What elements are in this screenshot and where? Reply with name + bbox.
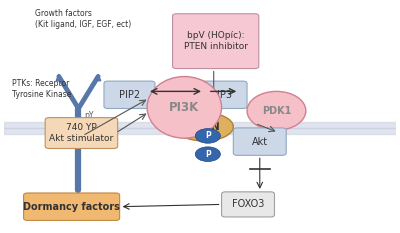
Bar [4,122,396,128]
Text: bpV (HOpíc):
PTEN inhibitor: bpV (HOpíc): PTEN inhibitor [184,31,248,51]
Text: PDK1: PDK1 [262,106,291,116]
Text: pY
pY: pY pY [84,111,94,131]
Text: Dormancy factors: Dormancy factors [23,202,120,212]
Text: PTEN: PTEN [188,122,219,132]
Text: Growth factors
(Kit ligand, IGF, EGF, ect): Growth factors (Kit ligand, IGF, EGF, ec… [35,9,132,29]
Circle shape [195,129,220,143]
Text: 740 YP
Akt stimulator: 740 YP Akt stimulator [49,123,114,143]
FancyBboxPatch shape [45,118,118,148]
FancyBboxPatch shape [222,192,274,217]
Text: PI3K: PI3K [169,101,200,114]
Ellipse shape [174,113,233,141]
Text: PTKs: Receptor
Tyrosine Kinase: PTKs: Receptor Tyrosine Kinase [12,79,71,99]
Text: Akt: Akt [252,137,268,147]
Ellipse shape [147,76,222,138]
Text: PIP2: PIP2 [119,90,140,100]
Text: P: P [205,150,211,159]
FancyBboxPatch shape [104,81,155,109]
Text: FOXO3: FOXO3 [232,199,264,209]
Text: P: P [205,131,211,140]
Ellipse shape [247,91,306,130]
Bar [4,128,396,134]
Circle shape [195,147,220,161]
FancyBboxPatch shape [233,128,286,155]
FancyBboxPatch shape [172,14,259,69]
FancyBboxPatch shape [24,193,120,220]
Text: PIP3: PIP3 [211,90,232,100]
FancyBboxPatch shape [196,81,247,109]
